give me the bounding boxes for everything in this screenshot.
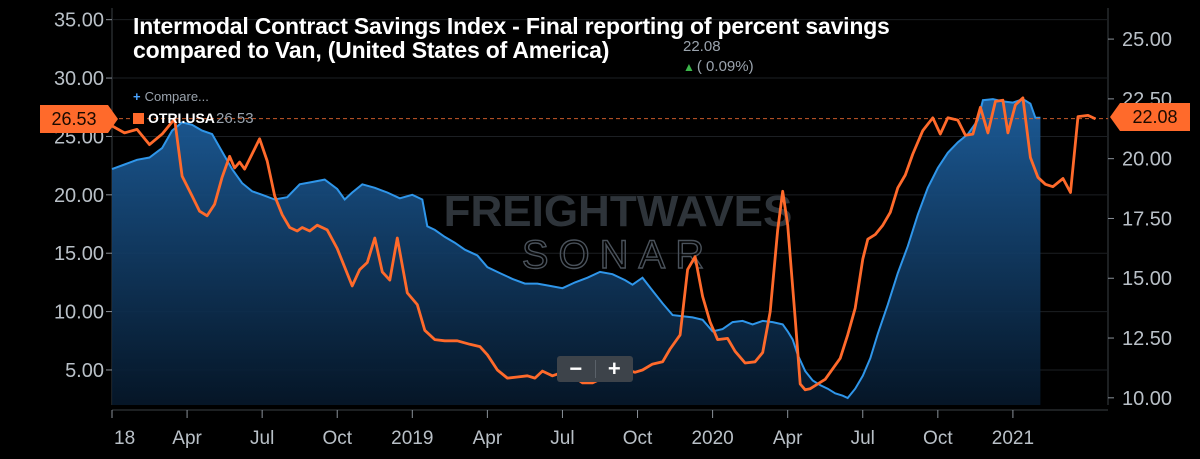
watermark-sonar: SONAR <box>522 233 714 277</box>
legend-swatch <box>133 113 144 124</box>
y-left-tick-label: 5.00 <box>65 360 104 382</box>
y-right-tick-label: 15.00 <box>1122 268 1172 290</box>
y-left-tick-label: 30.00 <box>54 68 104 90</box>
y-right-tick-label: 17.50 <box>1122 208 1172 230</box>
x-tick-label: Oct <box>322 428 352 449</box>
compare-button[interactable]: + Compare... <box>133 89 209 104</box>
x-tick-label: 18 <box>114 428 135 449</box>
x-tick-label: 2020 <box>691 428 733 449</box>
left-price-tag: 26.53 <box>40 105 118 133</box>
y-right-tick-label: 12.50 <box>1122 328 1172 350</box>
y-right-tick-label: 20.00 <box>1122 149 1172 171</box>
zoom-control: − + <box>557 356 633 382</box>
y-left-tick-label: 20.00 <box>54 185 104 207</box>
chart-title: Intermodal Contract Savings Index - Fina… <box>133 14 890 62</box>
watermark: FREIGHTWAVES SONAR <box>444 187 793 278</box>
zoom-separator <box>594 360 596 378</box>
title-line-1: Intermodal Contract Savings Index - Fina… <box>133 13 890 39</box>
change-indicator: ▲( 0.09%) <box>683 58 754 75</box>
y-left-tick-label: 10.00 <box>54 302 104 324</box>
plus-icon: + <box>133 89 141 104</box>
x-axis: 18 Apr Jul Oct 2019 Apr Jul Oct 2020 Apr Jul Oct 202… <box>111 410 1034 449</box>
x-tick-label: Oct <box>623 428 653 449</box>
zoom-in-button[interactable]: + <box>607 356 621 381</box>
y-right-tick-label: 10.00 <box>1122 388 1172 410</box>
series-blue-line <box>111 97 1041 400</box>
title-line-2: compared to Van, (United States of Ameri… <box>133 37 610 63</box>
x-tick-label: Jul <box>550 428 574 449</box>
legend-series-label: OTRI.USA <box>148 110 215 126</box>
x-tick-label: Apr <box>172 428 202 449</box>
legend-series-value: 26.53 <box>216 110 254 127</box>
y-right-tick-label: 25.00 <box>1122 29 1172 51</box>
x-tick-label: Oct <box>923 428 953 449</box>
x-tick-label: 2021 <box>992 428 1034 449</box>
change-value: ( 0.09%) <box>696 58 754 75</box>
y-left-tick-label: 35.00 <box>54 10 104 32</box>
x-tick-label: Jul <box>250 428 274 449</box>
x-tick-label: 2019 <box>391 428 433 449</box>
right-price-tag: 22.08 <box>1110 103 1190 131</box>
last-value: 22.08 <box>683 38 721 55</box>
y-left-tick-label: 15.00 <box>54 243 104 265</box>
x-tick-label: Apr <box>473 428 503 449</box>
x-tick-label: Apr <box>773 428 803 449</box>
x-tick-label: Jul <box>851 428 875 449</box>
zoom-out-button[interactable]: − <box>569 356 583 381</box>
watermark-freightwaves: FREIGHTWAVES <box>444 187 793 236</box>
up-arrow-icon: ▲ <box>683 60 695 74</box>
series-blue-area <box>112 99 1041 405</box>
compare-label: Compare... <box>144 89 209 104</box>
legend-series-otri[interactable]: OTRI.USA <box>133 110 215 126</box>
series-otri-line <box>111 96 1097 392</box>
